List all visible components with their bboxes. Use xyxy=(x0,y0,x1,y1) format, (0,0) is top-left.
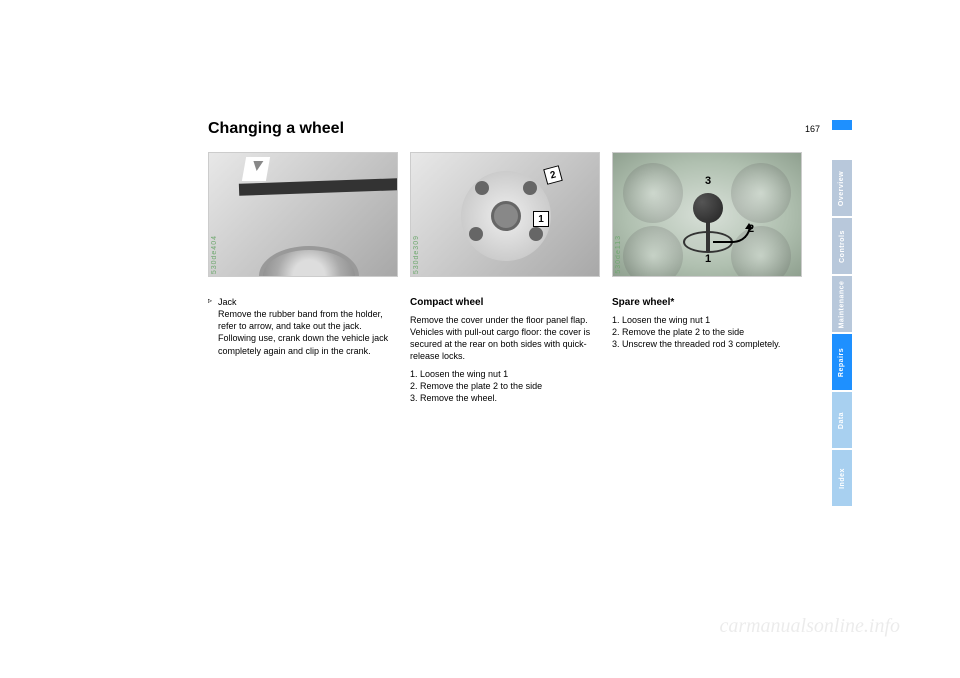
figure-compact-wheel: 1 2 530de309 xyxy=(410,152,600,277)
page-number: 167 xyxy=(805,124,820,134)
watermark: carmanualsonline.info xyxy=(719,615,900,638)
compact-step-3: 3. Remove the wheel. xyxy=(410,392,600,404)
compact-step-2: 2. Remove the plate 2 to the side xyxy=(410,380,600,392)
wheel-graphic xyxy=(259,246,359,277)
jack-paragraph-1: Remove the rubber band from the holder, … xyxy=(208,308,398,332)
spare-step-3: 3. Unscrew the threaded rod 3 completely… xyxy=(612,338,802,350)
figure-code: 530de404 xyxy=(211,235,218,274)
tab-data[interactable]: Data xyxy=(832,392,852,448)
wingnut-graphic xyxy=(693,193,723,223)
rod-graphic xyxy=(706,221,710,251)
tab-index[interactable]: Index xyxy=(832,450,852,506)
bolt-hole xyxy=(475,181,489,195)
bolt-hole xyxy=(523,181,537,195)
callout-2: 2 xyxy=(543,165,563,185)
tab-overview[interactable]: Overview xyxy=(832,160,852,216)
spare-step-1: 1. Loosen the wing nut 1 xyxy=(612,314,802,326)
compact-wheel-paragraph-2: Vehicles with pull-out cargo floor: the … xyxy=(410,326,600,362)
bullet-label: Jack xyxy=(218,297,237,307)
tab-label: Controls xyxy=(839,230,846,263)
callout-1: 1 xyxy=(705,253,711,265)
compact-wheel-paragraph-1: Remove the cover under the floor panel f… xyxy=(410,314,600,326)
spare-wheel-heading: Spare wheel* xyxy=(612,296,802,310)
accent-square xyxy=(832,120,852,130)
callout-3: 3 xyxy=(705,175,711,187)
figure-code: 530de309 xyxy=(413,235,420,274)
spare-step-2: 2. Remove the plate 2 to the side xyxy=(612,326,802,338)
page-title: Changing a wheel xyxy=(208,120,344,138)
figure-jack: 530de404 xyxy=(208,152,398,277)
figure-code: 530de113 xyxy=(615,235,622,274)
arrow-indicator xyxy=(242,157,270,181)
column-jack: Jack Remove the rubber band from the hol… xyxy=(208,296,398,357)
wheel-web xyxy=(731,163,791,223)
hub-center xyxy=(491,201,521,231)
bullet-jack: Jack xyxy=(208,296,398,308)
jack-paragraph-2: Following use, crank down the vehicle ja… xyxy=(208,332,398,356)
tab-controls[interactable]: Controls xyxy=(832,218,852,274)
tab-repairs[interactable]: Repairs xyxy=(832,334,852,390)
side-tabs: Overview Controls Maintenance Repairs Da… xyxy=(832,160,852,508)
bolt-hole xyxy=(469,227,483,241)
column-compact-wheel: Compact wheel Remove the cover under the… xyxy=(410,296,600,404)
tab-label: Index xyxy=(839,468,846,489)
figure-spare-wheel: 1 2 3 530de113 xyxy=(612,152,802,277)
compact-wheel-heading: Compact wheel xyxy=(410,296,600,310)
tab-label: Repairs xyxy=(839,347,846,376)
tab-label: Data xyxy=(839,411,846,428)
wheel-web xyxy=(623,226,683,277)
tab-label: Maintenance xyxy=(839,280,846,328)
compact-step-1: 1. Loosen the wing nut 1 xyxy=(410,368,600,380)
tab-maintenance[interactable]: Maintenance xyxy=(832,276,852,332)
callout-1: 1 xyxy=(533,211,549,227)
callout-2: 2 xyxy=(748,223,754,235)
column-spare-wheel: Spare wheel* 1. Loosen the wing nut 1 2.… xyxy=(612,296,802,350)
wheel-web xyxy=(623,163,683,223)
bolt-hole xyxy=(529,227,543,241)
tab-label: Overview xyxy=(839,170,846,205)
